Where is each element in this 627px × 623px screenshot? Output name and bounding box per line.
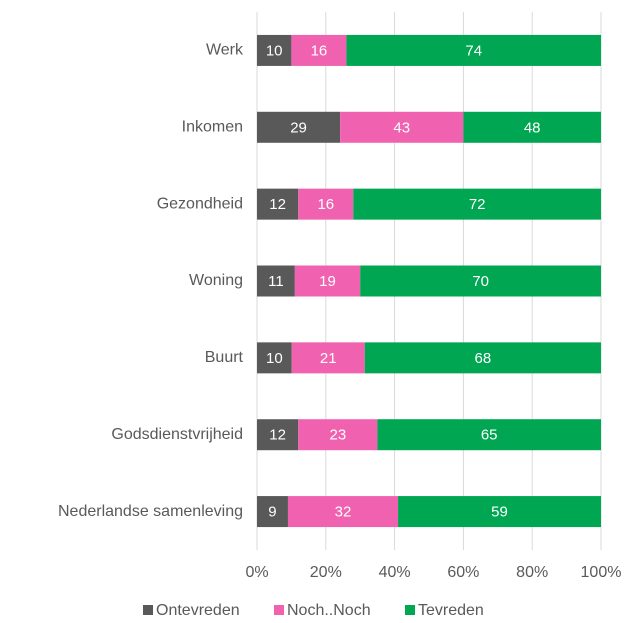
legend-label: Noch..Noch xyxy=(287,602,371,619)
bar-segment xyxy=(257,34,292,66)
data-label: 19 xyxy=(319,273,336,290)
bar-segment xyxy=(257,496,288,528)
bar-segment xyxy=(364,342,601,374)
x-tick-label: 80% xyxy=(516,564,548,581)
data-label: 12 xyxy=(269,196,286,213)
bar-segment xyxy=(257,265,295,297)
bar-segment xyxy=(257,111,341,143)
data-label: 43 xyxy=(393,119,410,136)
bar-segment xyxy=(287,496,399,528)
data-label: 16 xyxy=(311,42,328,59)
bar-segment xyxy=(298,188,354,220)
y-tick-label: Woning xyxy=(189,272,243,289)
bar-segment xyxy=(360,265,601,297)
y-tick-label: Gezondheid xyxy=(157,195,243,212)
y-tick-label: Inkomen xyxy=(182,119,243,136)
data-label: 29 xyxy=(290,119,307,136)
y-tick-label: Werk xyxy=(206,42,244,59)
data-label: 12 xyxy=(269,427,286,444)
x-tick-label: 0% xyxy=(245,564,268,581)
data-label: 11 xyxy=(268,273,284,290)
data-label: 59 xyxy=(491,504,508,521)
data-label: 21 xyxy=(320,350,337,367)
x-tick-label: 100% xyxy=(581,564,622,581)
data-label: 65 xyxy=(481,427,498,444)
legend-swatch xyxy=(274,605,284,615)
legend-label: Tevreden xyxy=(418,602,484,619)
bar-segment xyxy=(291,34,347,66)
data-label: 72 xyxy=(469,196,486,213)
bar-segment xyxy=(257,419,299,451)
data-label: 16 xyxy=(317,196,334,213)
y-tick-label: Nederlandse samenleving xyxy=(58,503,243,520)
x-tick-label: 20% xyxy=(310,564,342,581)
legend-swatch xyxy=(143,605,153,615)
bar-segment xyxy=(398,496,601,528)
data-label: 10 xyxy=(266,42,283,59)
bar-segment xyxy=(346,34,601,66)
bar-segment xyxy=(353,188,601,220)
bar-segment xyxy=(257,342,292,374)
bar-segment xyxy=(257,188,299,220)
data-label: 74 xyxy=(465,42,482,59)
bar-segment xyxy=(340,111,464,143)
y-tick-label: Buurt xyxy=(205,349,244,366)
bar-segment xyxy=(291,342,365,374)
x-tick-label: 60% xyxy=(447,564,479,581)
legend-label: Ontevreden xyxy=(156,602,240,619)
legend-swatch xyxy=(405,605,415,615)
data-label: 48 xyxy=(524,119,541,136)
data-label: 68 xyxy=(475,350,492,367)
bar-segment xyxy=(463,111,601,143)
data-label: 23 xyxy=(329,427,346,444)
x-tick-label: 40% xyxy=(379,564,411,581)
data-label: 32 xyxy=(335,504,352,521)
bar-segment xyxy=(377,419,601,451)
data-label: 10 xyxy=(266,350,283,367)
bar-segment xyxy=(298,419,378,451)
data-label: 9 xyxy=(268,504,276,521)
y-tick-label: Godsdienstvrijheid xyxy=(111,426,243,443)
bar-segment xyxy=(294,265,361,297)
data-label: 70 xyxy=(472,273,489,290)
